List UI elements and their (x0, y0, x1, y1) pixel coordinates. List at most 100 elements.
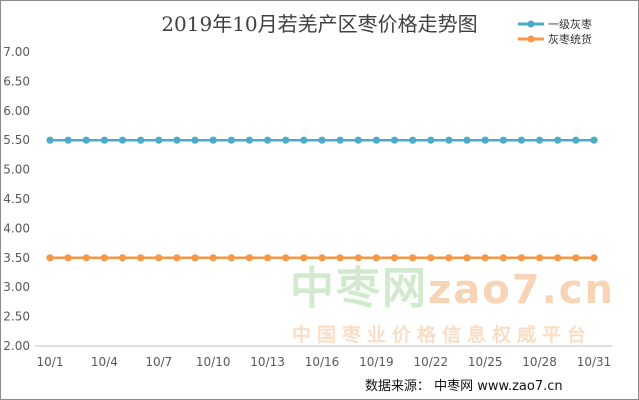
data-point-series-2 (463, 254, 471, 262)
data-point-series-1 (155, 136, 163, 144)
data-point-series-2 (118, 254, 127, 262)
data-point-series-2 (209, 254, 217, 262)
data-point-series-1 (282, 136, 290, 144)
watermark-tagline: 中国枣业价格信息权威平台 (292, 324, 593, 346)
x-tick-label: 10/28 (522, 355, 557, 369)
data-point-series-1 (481, 136, 489, 144)
y-tick-label: 3.50 (3, 251, 30, 265)
y-tick-label: 5.00 (3, 163, 30, 177)
x-tick-label: 10/13 (250, 355, 285, 369)
data-point-series-2 (517, 254, 526, 262)
y-tick-label: 3.00 (3, 280, 30, 294)
y-tick-label: 7.00 (3, 45, 30, 59)
data-point-series-1 (227, 136, 235, 144)
data-point-series-1 (354, 136, 362, 144)
data-point-series-2 (336, 254, 344, 262)
data-point-series-2 (155, 254, 163, 262)
data-point-series-2 (354, 254, 362, 262)
x-tick-label: 10/25 (468, 355, 503, 369)
x-tick-label: 10/1 (37, 355, 64, 369)
data-point-series-1 (336, 136, 344, 144)
x-axis: 10/1 10/4 10/7 10/10 10/13 10/16 10/19 10/22 10/… (35, 345, 612, 369)
data-point-series-1 (572, 136, 580, 144)
data-point-series-1 (137, 136, 145, 144)
series-layer (46, 136, 598, 262)
chart-legend: 一级灰枣 灰枣统货 (518, 16, 592, 46)
data-point-series-1 (191, 136, 199, 144)
data-point-series-1 (409, 136, 417, 144)
data-point-series-2 (445, 254, 453, 262)
data-point-series-1 (463, 136, 471, 144)
data-point-series-2 (390, 254, 399, 262)
data-point-series-2 (536, 254, 544, 262)
x-tick-label: 10/16 (305, 355, 340, 369)
data-point-series-2 (300, 254, 308, 262)
x-tick-label: 10/7 (145, 355, 172, 369)
data-point-series-2 (64, 254, 72, 262)
data-point-series-2 (227, 254, 235, 262)
data-point-series-1 (390, 136, 399, 144)
chart-title: 2019年10月若羌产区枣价格走势图 (161, 12, 478, 36)
data-point-series-2 (46, 254, 54, 262)
y-tick-label: 2.50 (3, 310, 30, 324)
data-point-series-2 (191, 254, 199, 262)
data-point-series-2 (590, 254, 598, 262)
data-point-series-2 (499, 254, 507, 262)
data-point-series-2 (245, 254, 254, 262)
x-tick-label: 10/10 (196, 355, 231, 369)
data-point-series-1 (517, 136, 526, 144)
data-point-series-1 (46, 136, 54, 144)
data-point-series-1 (536, 136, 544, 144)
data-point-series-1 (82, 136, 90, 144)
data-point-series-2 (264, 254, 272, 262)
data-point-series-1 (100, 136, 108, 144)
data-point-series-2 (82, 254, 90, 262)
y-tick-label: 4.50 (3, 192, 30, 206)
data-point-series-2 (372, 254, 380, 262)
data-point-series-2 (481, 254, 489, 262)
data-point-series-2 (173, 254, 181, 262)
y-tick-label: 4.00 (3, 221, 30, 235)
data-point-series-1 (173, 136, 181, 144)
data-point-series-2 (282, 254, 290, 262)
data-point-series-2 (318, 254, 326, 262)
y-tick-label: 5.50 (3, 133, 30, 147)
watermark-logo-cn: 中枣网 (290, 263, 428, 314)
x-tick-label: 10/4 (91, 355, 118, 369)
y-axis: 2.00 2.50 3.00 3.50 4.00 4.50 5.00 5.50 6.00 6.50… (3, 45, 30, 353)
data-source-note: 数据来源： 中枣网 www.zao7.cn (365, 379, 563, 394)
data-point-series-2 (427, 254, 435, 262)
data-point-series-1 (318, 136, 326, 144)
data-point-series-1 (209, 136, 217, 144)
data-point-series-1 (554, 136, 562, 144)
x-tick-label: 10/31 (577, 355, 612, 369)
x-tick-label: 10/22 (414, 355, 449, 369)
legend-item-series-2: 灰枣统货 (518, 31, 592, 46)
legend-label-series-1: 一级灰枣 (548, 17, 592, 31)
y-tick-label: 6.50 (3, 74, 30, 88)
data-point-series-2 (572, 254, 580, 262)
data-point-series-2 (409, 254, 417, 262)
data-point-series-1 (118, 136, 127, 144)
data-point-series-2 (137, 254, 145, 262)
data-point-series-1 (264, 136, 272, 144)
legend-swatch-series-1 (518, 20, 544, 27)
data-point-series-2 (100, 254, 108, 262)
y-tick-label: 6.00 (3, 104, 30, 118)
data-point-series-1 (445, 136, 453, 144)
data-point-series-1 (372, 136, 380, 144)
data-point-series-1 (300, 136, 308, 144)
legend-label-series-2: 灰枣统货 (548, 32, 592, 46)
data-point-series-1 (499, 136, 507, 144)
data-point-series-1 (590, 136, 598, 144)
x-tick-label: 10/19 (359, 355, 394, 369)
data-point-series-1 (245, 136, 254, 144)
y-tick-label: 2.00 (3, 339, 30, 353)
legend-swatch-series-2 (518, 35, 544, 42)
legend-item-series-1: 一级灰枣 (518, 16, 592, 31)
data-point-series-1 (427, 136, 435, 144)
data-point-series-1 (64, 136, 72, 144)
watermark-logo-domain: zao7.cn (428, 267, 615, 313)
